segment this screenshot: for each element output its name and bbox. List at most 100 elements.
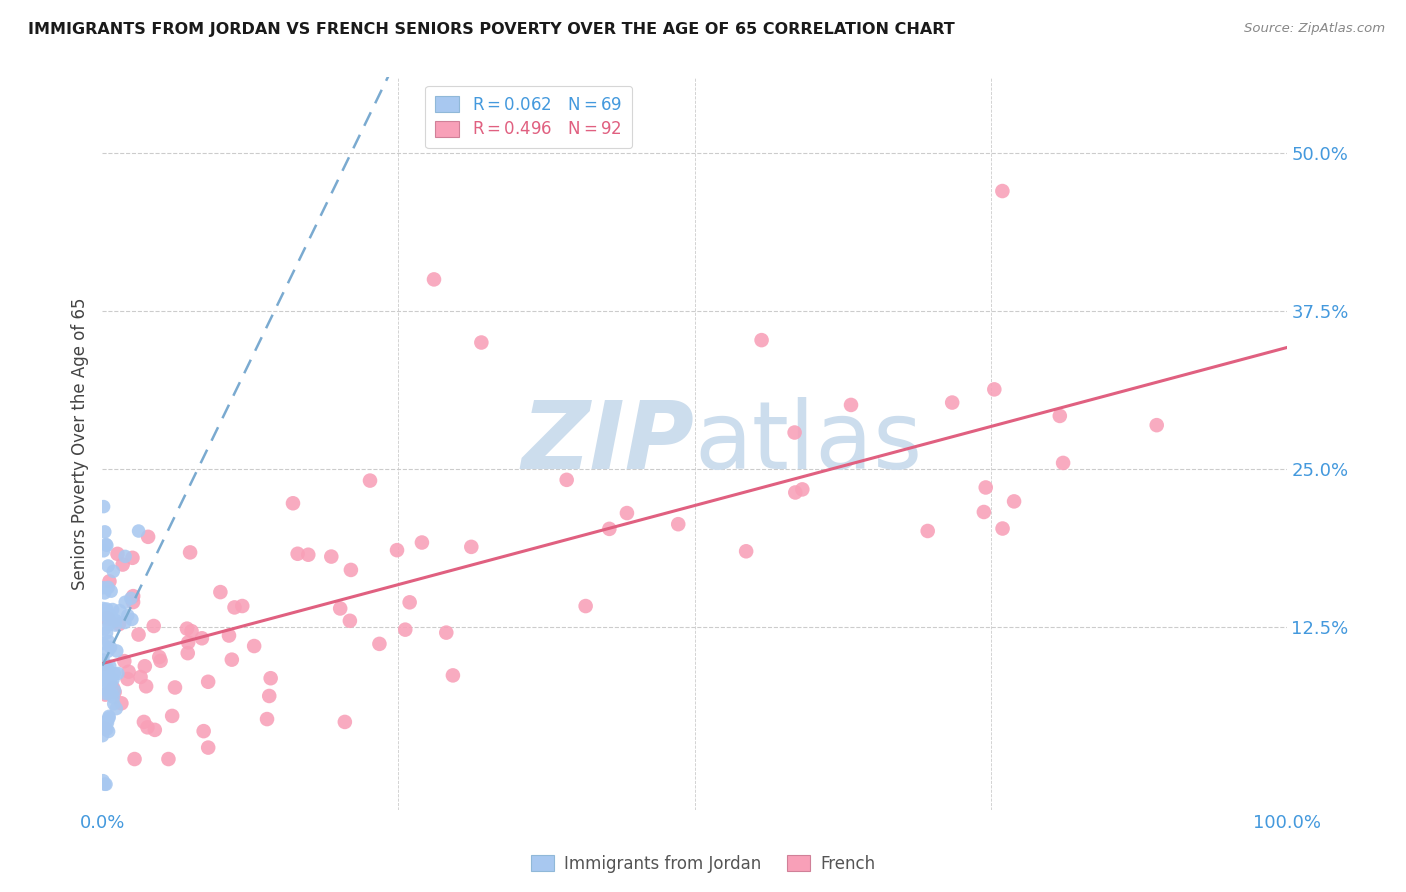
- Point: [783, 425, 806, 440]
- Point: [180, 624, 202, 639]
- Point: [209, 585, 232, 599]
- Point: [97, 665, 120, 680]
- Point: [221, 653, 243, 667]
- Point: [329, 601, 352, 615]
- Point: [96, 626, 118, 640]
- Point: [460, 540, 482, 554]
- Text: atlas: atlas: [695, 398, 922, 490]
- Point: [105, 701, 128, 715]
- Point: [114, 615, 136, 630]
- Point: [1146, 418, 1168, 433]
- Point: [101, 602, 124, 616]
- Point: [108, 604, 131, 618]
- Point: [128, 524, 150, 538]
- Point: [101, 687, 124, 701]
- Point: [735, 544, 758, 558]
- Point: [98, 574, 121, 589]
- Point: [991, 522, 1014, 536]
- Point: [103, 565, 125, 579]
- Point: [107, 666, 129, 681]
- Point: [96, 714, 118, 728]
- Point: [97, 674, 120, 689]
- Point: [1052, 456, 1074, 470]
- Point: [98, 608, 121, 623]
- Point: [598, 522, 620, 536]
- Point: [122, 595, 145, 609]
- Point: [91, 653, 114, 667]
- Point: [94, 722, 117, 736]
- Point: [121, 612, 143, 626]
- Point: [224, 600, 246, 615]
- Point: [114, 549, 136, 564]
- Point: [287, 547, 309, 561]
- Point: [135, 679, 157, 693]
- Point: [575, 599, 598, 613]
- Point: [94, 688, 117, 702]
- Point: [93, 722, 115, 736]
- Point: [333, 714, 356, 729]
- Point: [93, 500, 115, 514]
- Point: [104, 618, 127, 632]
- Point: [94, 609, 117, 624]
- Point: [97, 724, 120, 739]
- Point: [163, 681, 186, 695]
- Point: [792, 483, 814, 497]
- Point: [983, 383, 1005, 397]
- Point: [434, 625, 457, 640]
- Point: [100, 675, 122, 690]
- Point: [93, 586, 115, 600]
- Point: [411, 535, 433, 549]
- Point: [666, 517, 689, 532]
- Point: [94, 777, 117, 791]
- Point: [98, 659, 121, 673]
- Point: [143, 723, 166, 737]
- Point: [96, 602, 118, 616]
- Point: [917, 524, 939, 538]
- Point: [97, 634, 120, 648]
- Point: [94, 686, 117, 700]
- Point: [368, 637, 391, 651]
- Point: [785, 485, 807, 500]
- Point: [197, 740, 219, 755]
- Point: [96, 722, 118, 736]
- Point: [129, 670, 152, 684]
- Point: [91, 601, 114, 615]
- Legend: Immigrants from Jordan, French: Immigrants from Jordan, French: [524, 848, 882, 880]
- Point: [134, 659, 156, 673]
- Point: [176, 622, 198, 636]
- Point: [114, 595, 136, 609]
- Point: [111, 558, 134, 572]
- Point: [97, 644, 120, 658]
- Point: [103, 690, 125, 705]
- Point: [259, 671, 281, 685]
- Point: [96, 611, 118, 625]
- Point: [112, 654, 135, 668]
- Point: [103, 666, 125, 681]
- Point: [193, 724, 215, 739]
- Point: [104, 614, 127, 628]
- Point: [96, 715, 118, 730]
- Point: [98, 687, 121, 701]
- Point: [117, 608, 139, 623]
- Point: [385, 543, 408, 558]
- Point: [98, 675, 121, 690]
- Point: [941, 395, 963, 409]
- Point: [128, 627, 150, 641]
- Point: [97, 675, 120, 690]
- Point: [93, 657, 115, 671]
- Point: [398, 595, 420, 609]
- Point: [191, 632, 214, 646]
- Point: [218, 628, 240, 642]
- Point: [93, 777, 115, 791]
- Point: [340, 563, 363, 577]
- Point: [110, 696, 132, 710]
- Point: [93, 622, 115, 636]
- Point: [93, 607, 115, 622]
- Legend: $\mathregular{R = 0.062}$   $\mathregular{N = 69}$, $\mathregular{R = 0.496}$   : $\mathregular{R = 0.062}$ $\mathregular{…: [425, 86, 633, 148]
- Point: [101, 681, 124, 695]
- Point: [117, 665, 139, 679]
- Point: [94, 670, 117, 684]
- Point: [120, 591, 142, 606]
- Point: [107, 547, 129, 561]
- Point: [423, 272, 446, 286]
